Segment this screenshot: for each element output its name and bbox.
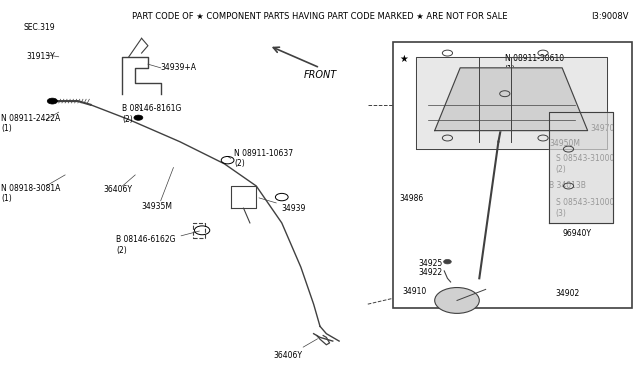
Text: 36406Y: 36406Y — [274, 339, 317, 360]
Circle shape — [47, 98, 58, 104]
Text: 34922: 34922 — [419, 268, 443, 277]
Text: FRONT: FRONT — [303, 70, 337, 80]
Text: N 08915-43610
(1): N 08915-43610 (1) — [505, 69, 564, 89]
Text: 34904: 34904 — [505, 102, 529, 111]
Circle shape — [444, 260, 451, 264]
Text: 34939: 34939 — [259, 198, 306, 213]
Text: N 08913-13610
(1): N 08913-13610 (1) — [505, 84, 564, 103]
Text: 34950M: 34950M — [549, 139, 580, 148]
Text: ★: ★ — [400, 54, 408, 64]
Text: N 08911-30610
(1): N 08911-30610 (1) — [505, 54, 564, 74]
Text: N 08911-10637
(2): N 08911-10637 (2) — [234, 148, 293, 168]
Polygon shape — [415, 57, 607, 149]
Text: 34910: 34910 — [403, 287, 427, 296]
Text: 36406Y: 36406Y — [103, 185, 132, 194]
Text: 34970: 34970 — [591, 124, 615, 133]
Text: 34986: 34986 — [399, 195, 424, 203]
Circle shape — [134, 115, 143, 120]
Text: 96940Y: 96940Y — [562, 230, 591, 238]
Polygon shape — [435, 68, 588, 131]
Text: PART CODE OF ★ COMPONENT PARTS HAVING PART CODE MARKED ★ ARE NOT FOR SALE: PART CODE OF ★ COMPONENT PARTS HAVING PA… — [132, 12, 508, 21]
Text: 34935M: 34935M — [141, 202, 173, 211]
Polygon shape — [549, 112, 613, 223]
Text: 34925: 34925 — [419, 259, 443, 268]
Bar — [394, 42, 632, 308]
Text: 34939+A: 34939+A — [161, 63, 196, 72]
Text: 31913Y: 31913Y — [27, 52, 56, 61]
Text: B 08146-6162G
(2): B 08146-6162G (2) — [116, 231, 200, 255]
Text: I3:9008V: I3:9008V — [591, 12, 629, 21]
Text: SEC.319: SEC.319 — [24, 23, 56, 32]
Text: N 08918-3081A
(1): N 08918-3081A (1) — [1, 184, 61, 203]
Text: B 34013B: B 34013B — [549, 182, 586, 190]
Text: 34902: 34902 — [556, 289, 580, 298]
Circle shape — [435, 288, 479, 313]
Text: N 08911-2422A
(1): N 08911-2422A (1) — [1, 113, 61, 133]
Text: S 08543-31000
(3): S 08543-31000 (3) — [556, 198, 614, 218]
Text: B 08146-8161G
(2): B 08146-8161G (2) — [122, 104, 182, 124]
Text: S 08543-31000
(2): S 08543-31000 (2) — [556, 154, 614, 174]
